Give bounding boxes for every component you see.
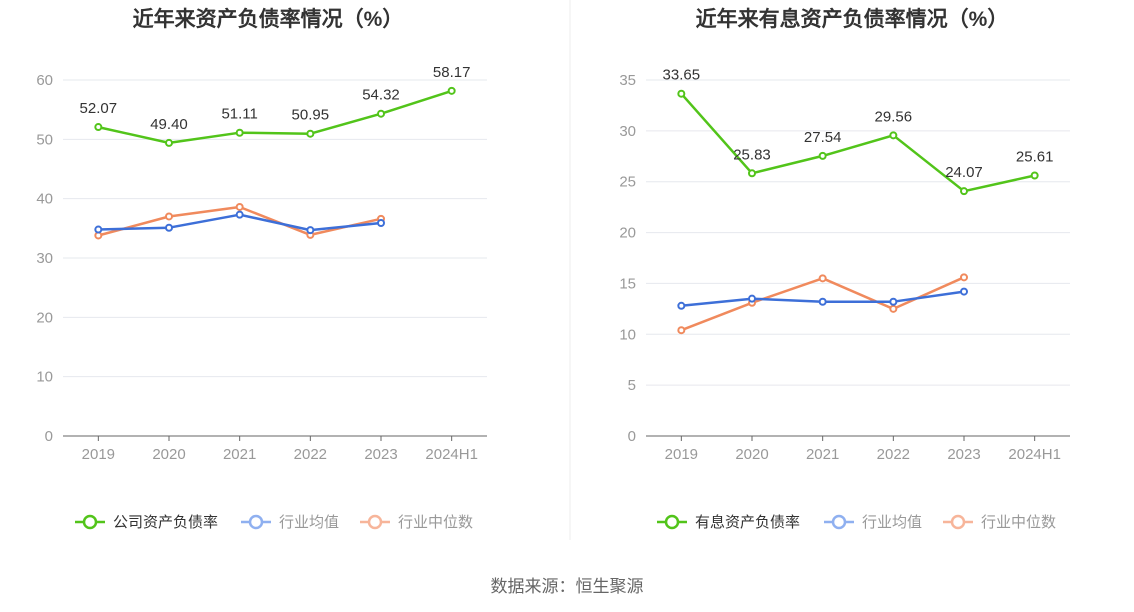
chart1-series-1-point: [94, 123, 103, 132]
chart1-y-tick-label: 10: [36, 369, 53, 386]
chart2-series-1-point: [1030, 171, 1039, 180]
chart2-series-1-point: [748, 169, 756, 178]
chart1-y-tick-label: 0: [45, 428, 53, 445]
chart1-y-tick-label: 20: [36, 309, 53, 326]
chart2-series-3-point: [818, 274, 827, 283]
chart1-y-tick-label: 30: [36, 250, 53, 267]
chart2-series-2-point: [748, 294, 756, 303]
chart2-series-2-point: [818, 297, 827, 306]
chart1-legend-2-marker: [248, 514, 264, 530]
chart2-series-1-line: [680, 92, 1035, 193]
chart2-series-2-point: [889, 297, 898, 306]
chart1-x-tick-label: 2020: [152, 446, 185, 463]
chart1-x-tick-label: 2021: [223, 446, 256, 463]
chart1-data-label: 52.07: [80, 100, 118, 117]
chart1-data-label: 51.11: [221, 106, 257, 123]
chart2-legend-1-marker: [664, 514, 680, 530]
chart1-data-label: 49.40: [150, 116, 188, 133]
chart2-x-tick-label: 2020: [735, 446, 768, 463]
chart2-series-1-point: [889, 131, 898, 140]
chart1-series-2-point: [94, 225, 103, 234]
chart2-data-label: 33.65: [663, 67, 701, 84]
chart1-y-tick-label: 40: [36, 191, 53, 208]
chart2-series-1-point: [818, 151, 827, 160]
chart2-y-tick-label: 5: [628, 377, 636, 394]
chart1-series-1-point: [235, 128, 244, 137]
chart2-data-label: 25.61: [1016, 149, 1054, 166]
chart1-series-2-point: [235, 210, 244, 219]
source-text: 数据来源：恒生聚源: [491, 577, 644, 596]
chart1-series-2-point: [165, 223, 173, 232]
chart1-x-tick-label: 2023: [364, 446, 397, 463]
chart1-legend-1-marker: [82, 514, 98, 530]
chart1-series-1-point: [165, 138, 173, 147]
chart2-x-tick-label: 2019: [665, 446, 698, 463]
chart2-series-1-point: [677, 89, 686, 98]
chart1-series-2-point: [306, 226, 315, 235]
chart1-series-3-point: [165, 212, 173, 221]
chart1-series-1-line: [98, 89, 453, 145]
chart1-y-tick-label: 50: [36, 131, 53, 148]
chart2-data-label: 25.83: [733, 146, 771, 163]
chart2-data-label: 24.07: [945, 164, 983, 181]
chart2-y-tick-label: 15: [619, 275, 636, 292]
chart2-series-3-point: [889, 304, 898, 313]
chart1-legend-3-marker: [367, 514, 383, 530]
chart2-y-tick-label: 30: [619, 123, 636, 140]
chart2-x-tick-label: 2023: [947, 446, 980, 463]
chart1-series-1-point: [306, 129, 315, 138]
chart2-data-label: 27.54: [804, 129, 842, 146]
chart2-series-2-point: [677, 301, 686, 310]
chart1-legend-3-label: 行业中位数: [398, 514, 473, 531]
chart1-data-label: 50.95: [292, 107, 330, 124]
chart1-data-label: 54.32: [362, 87, 400, 104]
chart2-legend-3-label: 行业中位数: [981, 514, 1056, 531]
chart1-series-1-point: [377, 109, 385, 118]
chart2-legend-2-marker: [831, 514, 847, 530]
chart1-title: 近年来资产负债率情况（%）: [133, 7, 404, 31]
chart2-y-tick-label: 20: [619, 225, 636, 242]
chart2-legend-2-label: 行业均值: [862, 514, 922, 531]
chart2-y-tick-label: 0: [628, 428, 636, 445]
chart1-x-tick-label: 2024H1: [425, 446, 478, 463]
chart2-x-tick-label: 2022: [877, 446, 910, 463]
chart1-series-3-point: [235, 202, 244, 211]
chart2-series-2-point: [960, 287, 968, 296]
chart2-legend-3-marker: [950, 514, 966, 530]
chart1-data-label: 58.17: [433, 64, 471, 81]
chart1-legend-1-label: 公司资产负债率: [113, 514, 218, 531]
chart2-legend-1-label: 有息资产负债率: [695, 514, 800, 531]
chart1-series-2-point: [377, 218, 385, 227]
chart1-legend-2-label: 行业均值: [279, 514, 339, 531]
chart2-y-tick-label: 10: [619, 326, 636, 343]
chart2-series-1-point: [960, 187, 968, 196]
chart1-x-tick-label: 2019: [82, 446, 115, 463]
chart1-x-tick-label: 2022: [294, 446, 327, 463]
chart1-y-tick-label: 60: [36, 72, 53, 89]
chart2-data-label: 29.56: [875, 108, 913, 125]
chart2-series-3-point: [677, 326, 686, 335]
chart2-x-tick-label: 2024H1: [1008, 446, 1061, 463]
chart2-y-tick-label: 35: [619, 72, 636, 89]
chart2-series-3-point: [960, 273, 968, 282]
chart2-x-tick-label: 2021: [806, 446, 839, 463]
chart2-title: 近年来有息资产负债率情况（%）: [696, 7, 1009, 31]
chart2-y-tick-label: 25: [619, 174, 636, 191]
chart1-series-1-point: [447, 86, 456, 95]
